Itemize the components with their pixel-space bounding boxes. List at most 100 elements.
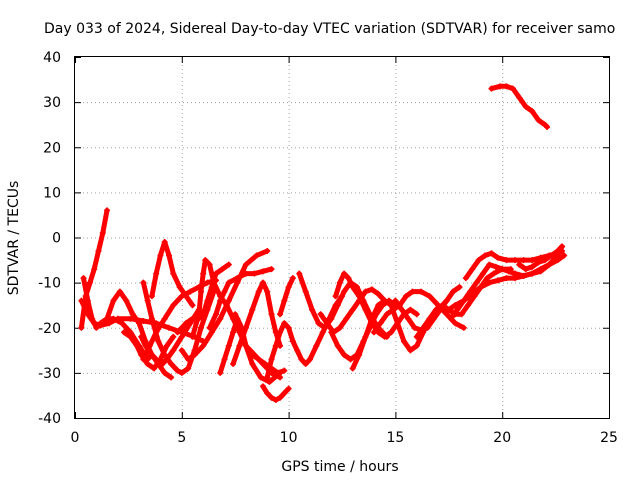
data-point xyxy=(503,83,510,90)
data-point xyxy=(490,270,497,277)
data-point xyxy=(78,297,85,304)
data-point xyxy=(362,288,369,295)
data-point xyxy=(368,286,375,293)
data-point xyxy=(170,270,177,277)
data-point xyxy=(198,324,205,331)
data-point xyxy=(110,297,117,304)
data-point xyxy=(413,342,420,349)
data-point xyxy=(242,342,249,349)
data-point xyxy=(178,333,185,340)
data-point xyxy=(200,342,207,349)
data-point xyxy=(443,311,450,318)
data-point xyxy=(296,270,303,277)
data-point xyxy=(255,356,262,363)
data-point xyxy=(185,365,192,372)
data-point xyxy=(189,302,196,309)
data-point xyxy=(266,378,273,385)
y-tick-label: 20 xyxy=(43,140,61,156)
y-tick-label: 10 xyxy=(43,185,61,201)
data-point xyxy=(234,275,241,282)
data-point xyxy=(153,270,160,277)
data-point xyxy=(452,320,459,327)
data-point xyxy=(249,306,256,313)
data-point xyxy=(302,288,309,295)
data-point xyxy=(381,297,388,304)
data-point xyxy=(349,284,356,291)
data-point xyxy=(309,306,316,313)
data-point xyxy=(140,356,147,363)
series-track-8 xyxy=(148,239,196,309)
data-point xyxy=(157,363,164,370)
series-track-1 xyxy=(78,207,111,331)
data-point xyxy=(522,266,529,273)
data-point xyxy=(512,257,519,264)
data-point xyxy=(319,329,326,336)
data-point xyxy=(407,306,414,313)
data-point xyxy=(251,270,258,277)
data-point xyxy=(281,320,288,327)
data-point xyxy=(249,351,256,358)
data-point xyxy=(176,284,183,291)
data-point xyxy=(127,333,134,340)
data-point xyxy=(127,315,134,322)
data-point xyxy=(462,275,469,282)
data-point xyxy=(403,293,410,300)
data-point xyxy=(477,284,484,291)
series-track-32 xyxy=(488,83,551,130)
data-point xyxy=(133,342,140,349)
data-point xyxy=(341,288,348,295)
data-point xyxy=(148,293,155,300)
data-point xyxy=(277,329,284,336)
data-point xyxy=(249,360,256,367)
data-point xyxy=(208,329,215,336)
data-point xyxy=(225,297,232,304)
series-track-11 xyxy=(174,261,232,336)
data-point xyxy=(204,279,211,286)
data-point xyxy=(503,275,510,282)
data-point xyxy=(242,261,249,268)
data-point xyxy=(488,85,495,92)
data-point xyxy=(409,288,416,295)
data-point xyxy=(264,374,271,381)
data-point xyxy=(445,306,452,313)
data-point xyxy=(375,302,382,309)
data-point xyxy=(492,263,499,270)
data-point xyxy=(204,297,211,304)
data-point xyxy=(264,390,271,397)
data-point xyxy=(144,297,151,304)
series-track-4 xyxy=(104,288,175,381)
data-point xyxy=(116,288,123,295)
data-point xyxy=(174,367,181,374)
data-point xyxy=(460,324,467,331)
data-point xyxy=(144,360,151,367)
data-point xyxy=(289,338,296,345)
data-point xyxy=(170,347,177,354)
data-point xyxy=(334,342,341,349)
data-point xyxy=(257,374,264,381)
y-tick-label: -30 xyxy=(38,366,61,382)
data-point xyxy=(178,347,185,354)
data-point xyxy=(343,315,350,322)
data-point xyxy=(277,394,284,401)
data-point xyxy=(285,324,292,331)
data-point xyxy=(217,315,224,322)
data-point xyxy=(332,293,339,300)
data-point xyxy=(394,320,401,327)
data-point xyxy=(232,311,239,318)
data-point xyxy=(458,311,465,318)
data-point xyxy=(272,342,279,349)
data-point xyxy=(104,207,111,214)
data-point xyxy=(328,315,335,322)
data-point xyxy=(336,324,343,331)
data-point xyxy=(221,356,228,363)
data-point xyxy=(315,320,322,327)
data-point xyxy=(482,252,489,259)
series-track-19 xyxy=(277,275,296,318)
axis-ticks xyxy=(75,57,610,419)
data-point xyxy=(168,374,175,381)
series-track-25 xyxy=(371,288,467,336)
data-point xyxy=(170,333,177,340)
data-point xyxy=(153,329,160,336)
data-point xyxy=(465,302,472,309)
